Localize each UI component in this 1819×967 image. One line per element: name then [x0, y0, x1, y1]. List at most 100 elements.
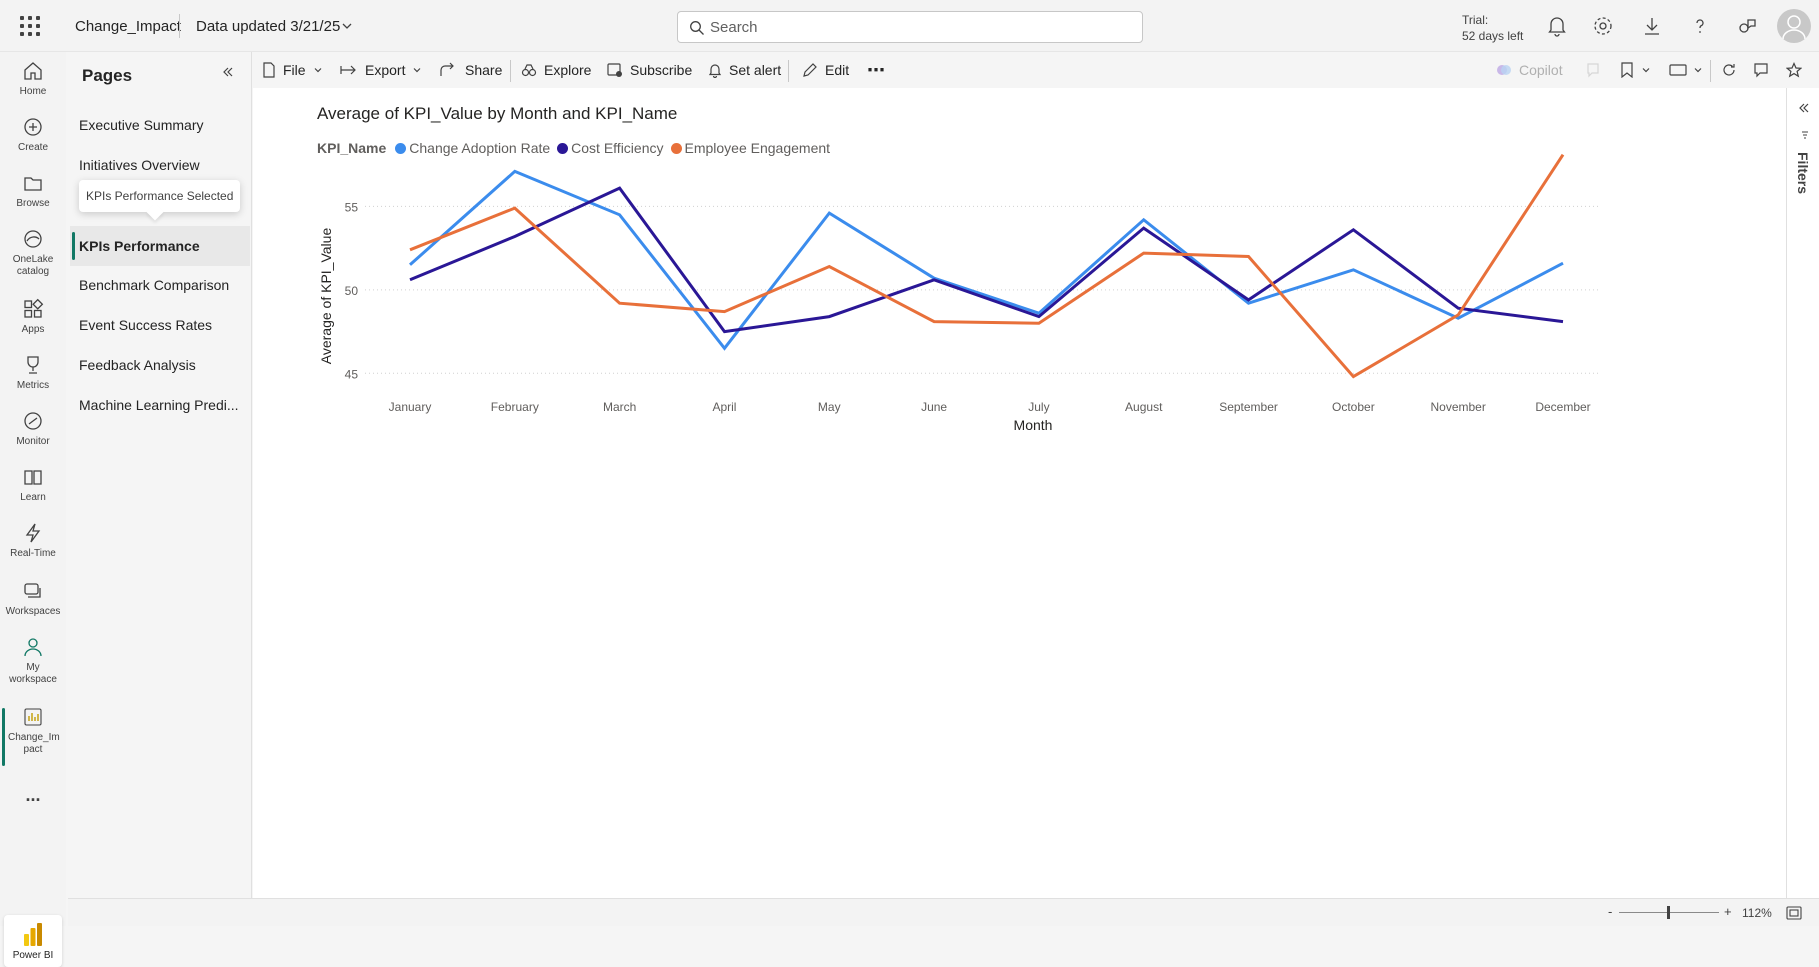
legend-item-employee-engagement[interactable]: Employee Engagement — [670, 140, 831, 156]
page-benchmark-comparison[interactable]: Benchmark Comparison — [79, 277, 230, 293]
chat-icon[interactable] — [1753, 62, 1769, 78]
nav-change-impact[interactable]: Change_Im pact — [0, 706, 66, 766]
pencil-icon — [803, 63, 817, 77]
chevron-down-icon[interactable] — [1693, 65, 1703, 75]
legend-label: Cost Efficiency — [571, 140, 664, 156]
zoom-in-button[interactable]: + — [1724, 904, 1732, 919]
refresh-icon[interactable] — [1721, 62, 1737, 78]
page-feedback-analysis[interactable]: Feedback Analysis — [79, 357, 196, 373]
report-name[interactable]: Change_Impact — [75, 18, 181, 35]
nav-onelake-catalog[interactable]: OneLake catalog — [0, 228, 66, 278]
data-updated-label[interactable]: Data updated 3/21/25 — [196, 18, 341, 35]
subscribe-icon — [607, 63, 622, 77]
page-kpis-performance[interactable]: KPIs Performance — [70, 226, 250, 266]
page-initiatives-overview[interactable]: Initiatives Overview — [79, 157, 200, 173]
nav-apps[interactable]: Apps — [0, 298, 66, 336]
nav-home[interactable]: Home — [0, 60, 66, 98]
search-input[interactable] — [710, 12, 1130, 42]
avatar[interactable] — [1777, 9, 1811, 43]
legend-dot — [670, 142, 682, 154]
powerbi-switcher[interactable]: Power BI — [4, 915, 62, 967]
legend-item-change-adoption[interactable]: Change Adoption Rate — [395, 140, 550, 156]
trial-label: Trial: — [1462, 13, 1489, 27]
help-icon[interactable] — [1688, 14, 1712, 38]
page-executive-summary[interactable]: Executive Summary — [79, 117, 204, 133]
zoom-slider-handle[interactable] — [1667, 906, 1670, 919]
export-icon — [340, 65, 356, 75]
explore-label: Explore — [544, 62, 592, 78]
trophy-icon — [27, 356, 39, 374]
explore-button[interactable]: Explore — [521, 52, 591, 88]
share-button[interactable]: Share — [440, 52, 502, 88]
subscribe-button[interactable]: Subscribe — [607, 52, 692, 88]
nav-metrics[interactable]: Metrics — [0, 354, 66, 392]
x-tick-label: May — [818, 400, 841, 414]
pages-pane: Pages Executive Summary Initiatives Over… — [68, 52, 252, 898]
x-tick-label: November — [1431, 400, 1486, 414]
nav-monitor[interactable]: Monitor — [0, 410, 66, 448]
legend-item-cost-efficiency[interactable]: Cost Efficiency — [557, 140, 664, 156]
double-chevron-left-icon[interactable] — [221, 65, 235, 79]
chart-title: Average of KPI_Value by Month and KPI_Na… — [317, 104, 678, 123]
file-icon — [263, 62, 275, 78]
person-icon — [24, 638, 42, 657]
page-event-success-rates[interactable]: Event Success Rates — [79, 317, 213, 333]
bell-icon[interactable] — [1545, 14, 1569, 38]
zoom-out-button[interactable]: - — [1608, 904, 1613, 919]
set-alert-button[interactable]: Set alert — [708, 52, 781, 88]
nav-my-workspace[interactable]: My workspace — [0, 636, 66, 686]
legend-label: Employee Engagement — [684, 140, 831, 156]
double-chevron-left-icon[interactable] — [1798, 102, 1810, 114]
app-launcher-icon[interactable] — [18, 14, 42, 38]
file-menu[interactable]: File — [262, 52, 323, 88]
more-button[interactable]: ... — [25, 785, 41, 805]
x-tick-label: April — [712, 400, 736, 414]
nav-browse[interactable]: Browse — [0, 172, 66, 210]
nav-label: Create — [17, 142, 48, 153]
home-icon — [24, 62, 42, 80]
comment-icon — [1587, 63, 1599, 78]
page-machine-learning[interactable]: Machine Learning Predi... — [79, 397, 239, 413]
report-icon — [24, 708, 42, 726]
edit-button[interactable]: Edit — [802, 52, 849, 88]
nav-real-time[interactable]: Real-Time — [0, 522, 66, 560]
search-box[interactable] — [677, 11, 1143, 43]
line-chart[interactable]: 45 50 55 January February March April May June Ju… — [253, 88, 1786, 468]
nav-learn[interactable]: Learn — [0, 466, 66, 504]
fit-to-page-icon[interactable] — [1786, 906, 1802, 920]
file-label: File — [283, 62, 306, 78]
more-options-button[interactable]: ⋯ — [867, 59, 885, 80]
nav-label: My workspace — [9, 662, 57, 685]
monitor-icon — [24, 412, 42, 430]
chevron-down-icon[interactable] — [1641, 65, 1651, 75]
export-menu[interactable]: Export — [340, 52, 422, 88]
series-line-employee-engagement — [409, 153, 1565, 379]
chevron-down-icon — [314, 68, 321, 73]
copilot-icon — [1497, 65, 1511, 75]
divider — [788, 60, 789, 82]
download-icon[interactable] — [1640, 14, 1664, 38]
nav-label: Workspaces — [5, 606, 61, 617]
share-feedback-icon[interactable] — [1735, 14, 1759, 38]
divider — [510, 60, 511, 82]
gear-icon[interactable] — [1591, 14, 1615, 38]
nav-label: Monitor — [16, 436, 50, 447]
folder-icon — [24, 177, 42, 191]
page-tooltip: KPIs Performance Selected — [79, 180, 241, 212]
star-icon[interactable] — [1786, 62, 1802, 78]
chevron-down-icon — [414, 68, 421, 73]
series-line-cost-efficiency — [409, 186, 1564, 334]
legend-label: Change Adoption Rate — [409, 140, 551, 156]
filters-pane[interactable]: Filters — [1786, 88, 1819, 898]
bookmark-icon[interactable] — [1620, 62, 1634, 78]
divider — [179, 14, 180, 38]
nav-create[interactable]: Create — [0, 116, 66, 154]
copilot-button[interactable]: Copilot — [1496, 52, 1563, 88]
nav-workspaces[interactable]: Workspaces — [0, 580, 66, 618]
view-icon[interactable] — [1669, 63, 1687, 77]
x-tick-label: October — [1332, 400, 1375, 414]
y-tick-label: 50 — [345, 284, 359, 298]
workspaces-icon — [24, 583, 41, 598]
y-tick-label: 45 — [345, 367, 359, 381]
chevron-down-icon[interactable] — [341, 20, 353, 32]
